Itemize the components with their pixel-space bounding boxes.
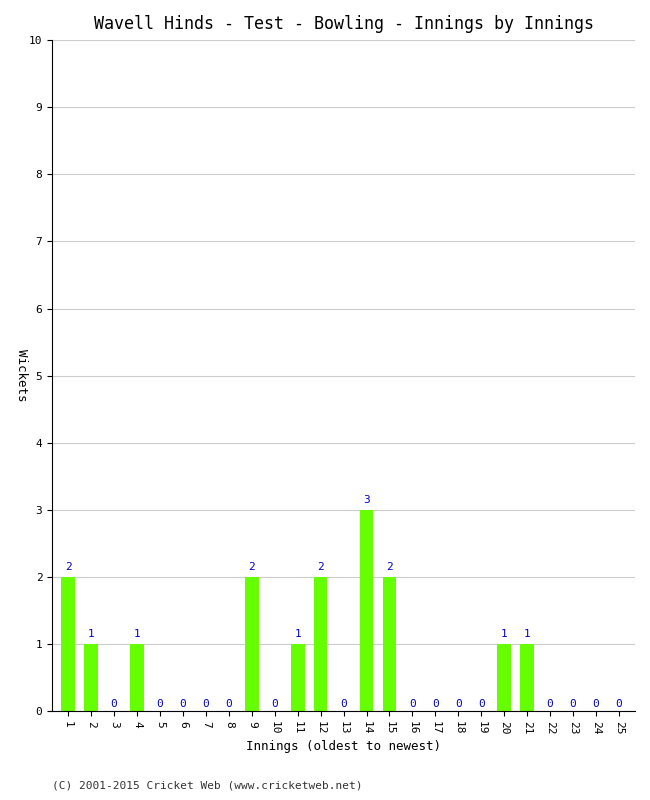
Text: 0: 0 [455, 698, 461, 709]
Text: 2: 2 [65, 562, 72, 572]
Text: 0: 0 [409, 698, 416, 709]
Title: Wavell Hinds - Test - Bowling - Innings by Innings: Wavell Hinds - Test - Bowling - Innings … [94, 15, 593, 33]
Text: 2: 2 [317, 562, 324, 572]
Text: 0: 0 [616, 698, 622, 709]
Text: 0: 0 [271, 698, 278, 709]
Text: 1: 1 [294, 630, 301, 639]
Bar [383, 577, 396, 711]
Bar [84, 644, 98, 711]
Bar [130, 644, 144, 711]
Bar [291, 644, 305, 711]
Text: 0: 0 [478, 698, 485, 709]
Y-axis label: Wickets: Wickets [15, 350, 28, 402]
Text: 0: 0 [432, 698, 439, 709]
Bar [245, 577, 259, 711]
Text: 2: 2 [248, 562, 255, 572]
Text: 3: 3 [363, 495, 370, 505]
Text: 0: 0 [340, 698, 347, 709]
Text: 1: 1 [500, 630, 508, 639]
Bar [497, 644, 511, 711]
Text: 0: 0 [179, 698, 187, 709]
Text: 0: 0 [593, 698, 599, 709]
Bar [359, 510, 373, 711]
Text: 0: 0 [569, 698, 577, 709]
X-axis label: Innings (oldest to newest): Innings (oldest to newest) [246, 740, 441, 753]
Text: 0: 0 [111, 698, 118, 709]
Bar [61, 577, 75, 711]
Text: 1: 1 [88, 630, 94, 639]
Text: 0: 0 [547, 698, 553, 709]
Text: 1: 1 [524, 630, 530, 639]
Text: 1: 1 [134, 630, 140, 639]
Text: (C) 2001-2015 Cricket Web (www.cricketweb.net): (C) 2001-2015 Cricket Web (www.cricketwe… [52, 781, 363, 790]
Bar [520, 644, 534, 711]
Text: 0: 0 [203, 698, 209, 709]
Text: 0: 0 [157, 698, 163, 709]
Text: 0: 0 [226, 698, 232, 709]
Bar [314, 577, 328, 711]
Text: 2: 2 [386, 562, 393, 572]
